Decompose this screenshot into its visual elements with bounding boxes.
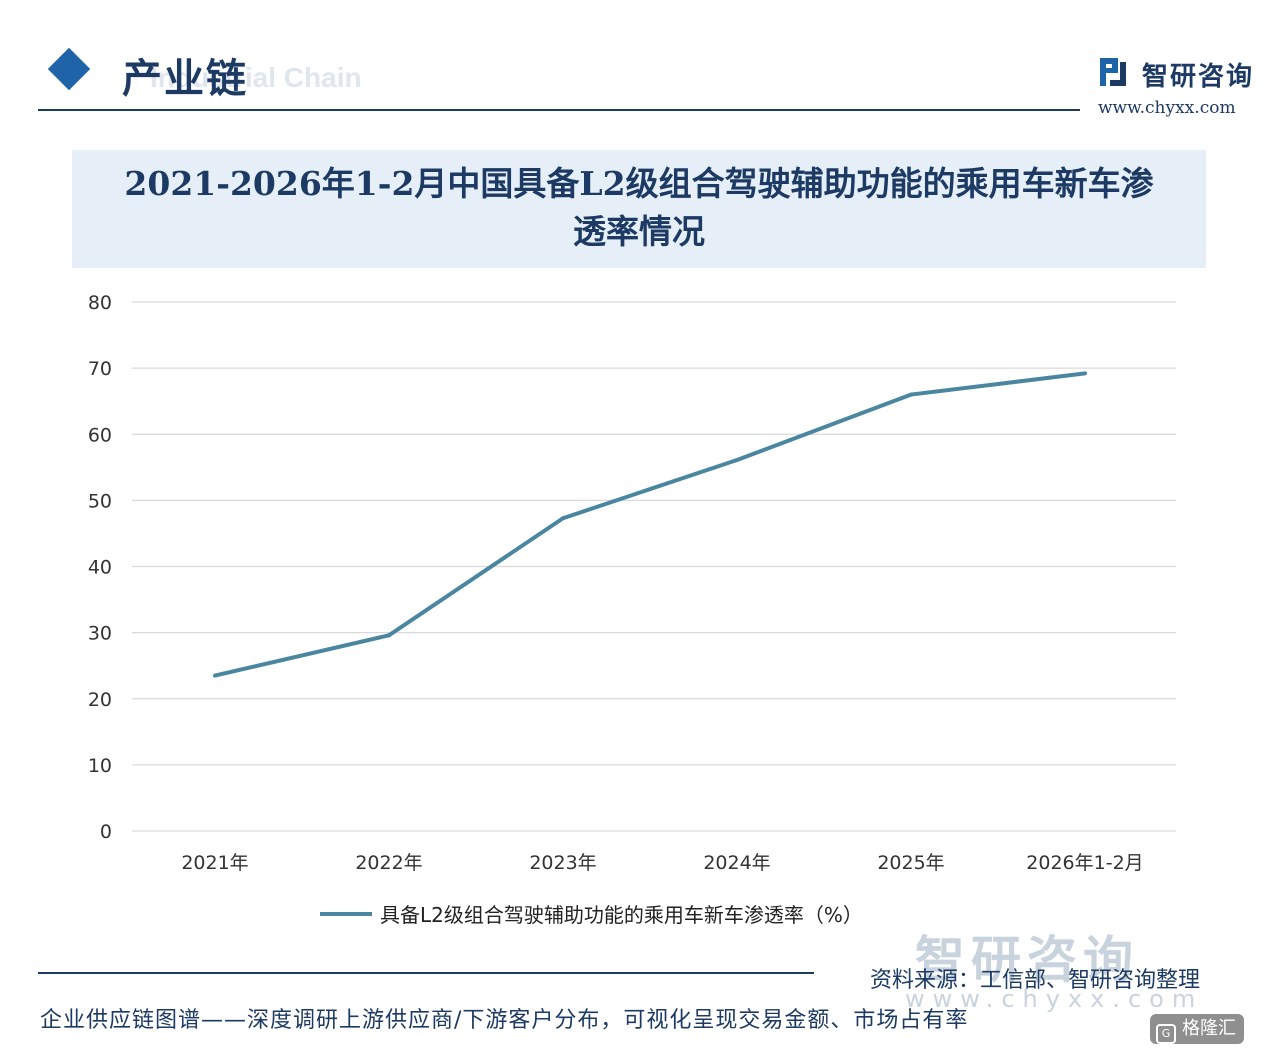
brand-url: www.chyxx.com: [1098, 98, 1236, 118]
data-point-3: [735, 458, 739, 463]
x-tick-label-3: 2024年: [703, 852, 770, 874]
watermark-text: 智研咨询: [915, 931, 1139, 989]
data-point-2: [561, 516, 565, 521]
y-tick-label-0: 0: [100, 821, 112, 843]
x-tick-label-2: 2023年: [529, 852, 596, 874]
chart-title-line-1: 2021-2026年1-2月中国具备L2级组合驾驶辅助功能的乘用车新车渗: [124, 164, 1154, 203]
series-line-0: [214, 371, 1086, 678]
data-point-5: [1083, 371, 1087, 376]
x-tick-label-5: 2026年1-2月: [1026, 852, 1143, 874]
header-divider: [38, 109, 1080, 111]
section-subtitle: Industrial Chain: [150, 62, 362, 93]
x-tick-label-1: 2022年: [355, 852, 422, 874]
badge-label: 格隆汇: [1182, 1018, 1236, 1039]
data-point-1: [387, 633, 391, 638]
x-tick-label-4: 2025年: [877, 852, 944, 874]
y-tick-label-70: 70: [88, 358, 112, 380]
source-badge: G 格隆汇: [1150, 1014, 1244, 1044]
watermark-url: www.chyxx.com: [905, 985, 1204, 1013]
chart-title-box: [72, 150, 1206, 268]
y-tick-label-80: 80: [88, 292, 112, 314]
footer-tagline: 企业供应链图谱——深度调研上游供应商/下游客户分布，可视化呈现交易金额、市场占有…: [40, 1008, 969, 1033]
y-tick-label-40: 40: [88, 557, 112, 579]
section-title: 产业链: [122, 56, 248, 102]
x-tick-label-0: 2021年: [181, 852, 248, 874]
badge-icon: G: [1156, 1024, 1176, 1044]
legend-label: 具备L2级组合驾驶辅助功能的乘用车新车渗透率（%）: [380, 903, 863, 927]
footer-divider: [38, 972, 814, 974]
chart-title: 2021-2026年1-2月中国具备L2级组合驾驶辅助功能的乘用车新车渗 透率情…: [80, 160, 1198, 256]
y-tick-label-50: 50: [88, 490, 112, 512]
data-point-4: [909, 392, 913, 397]
y-tick-label-20: 20: [88, 689, 112, 711]
y-tick-label-10: 10: [88, 755, 112, 777]
y-tick-label-60: 60: [88, 424, 112, 446]
chart-title-line-2: 透率情况: [573, 212, 705, 251]
brand-name: 智研咨询: [1142, 62, 1255, 92]
data-source: 资料来源：工信部、智研咨询整理: [870, 968, 1201, 993]
brand-logo-icon: [1100, 58, 1126, 86]
diamond-icon: [47, 47, 91, 91]
page-header: Industrial Chain 产业链 智研咨询 www.chyxx.com: [0, 0, 1267, 125]
line-chart: 0 10 20 30 40 50 60 70 80 2021年 2022年 2023年 2024年 202…: [88, 292, 1176, 927]
y-tick-label-30: 30: [88, 623, 112, 645]
data-point-0: [213, 673, 217, 678]
